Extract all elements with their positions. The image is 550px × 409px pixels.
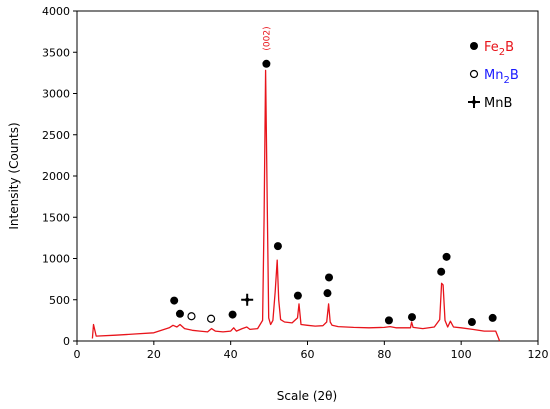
y-tick-label: 500: [49, 294, 70, 307]
y-tick-label: 2500: [42, 129, 70, 142]
y-axis-title: Intensity (Counts): [7, 122, 21, 229]
x-tick-label: 0: [74, 348, 81, 361]
fe2b-marker: [442, 252, 451, 261]
y-tick-label: 2000: [42, 170, 70, 183]
legend-label: Mn2B: [484, 68, 519, 86]
fe2b-marker: [293, 291, 302, 300]
legend-label: Fe2B: [484, 40, 514, 58]
peak-annotations: (002): [262, 26, 272, 50]
y-tick-label: 3000: [42, 88, 70, 101]
mn2b-marker: [469, 69, 479, 79]
legend: Fe2B Mn2B MnB: [468, 40, 519, 111]
x-axis-ticks: 0 20 40 60 80 100 120: [74, 341, 549, 361]
x-tick-label: 80: [377, 348, 391, 361]
series-layer: [91, 69, 501, 342]
legend-label: MnB: [484, 96, 512, 111]
fe2b-marker: [407, 313, 416, 322]
fe2b-marker: [467, 318, 476, 327]
x-axis-title: Scale (2θ): [277, 389, 337, 403]
fe2b-marker: [470, 42, 478, 50]
phase-markers-layer: [170, 59, 497, 327]
fe2b-marker: [437, 267, 446, 276]
y-tick-label: 4000: [42, 5, 70, 18]
xrd-pattern-line: [91, 69, 501, 342]
x-tick-label: 20: [147, 348, 161, 361]
plot-area-border: [76, 10, 539, 342]
y-axis-ticks: 0 500 1000 1500 2000 2500 3000 3500 4000: [42, 5, 77, 348]
y-tick-label: 1000: [42, 253, 70, 266]
fe2b-marker: [262, 59, 271, 68]
fe2b-marker: [228, 310, 237, 319]
y-tick-label: 3500: [42, 46, 70, 59]
fe2b-marker: [323, 289, 332, 298]
mnb-marker: [241, 293, 254, 306]
y-tick-label: 1500: [42, 211, 70, 224]
fe2b-marker: [325, 273, 334, 282]
fe2b-marker: [273, 242, 282, 251]
x-tick-label: 40: [224, 348, 238, 361]
mnb-marker-core: [472, 100, 476, 104]
y-tick-label: 0: [63, 335, 70, 348]
mn2b-marker: [206, 314, 216, 323]
plot-frame: [76, 10, 539, 342]
x-tick-label: 60: [301, 348, 315, 361]
x-tick-label: 100: [451, 348, 472, 361]
mnb-marker-core: [245, 297, 250, 302]
fe2b-marker: [170, 296, 179, 305]
fe2b-marker: [384, 316, 393, 325]
mn2b-marker: [187, 312, 196, 321]
peak-label-002: (002): [262, 26, 272, 50]
mnb-marker: [468, 96, 480, 108]
fe2b-marker: [488, 313, 497, 322]
fe2b-marker: [175, 309, 184, 318]
x-tick-label: 120: [528, 348, 549, 361]
